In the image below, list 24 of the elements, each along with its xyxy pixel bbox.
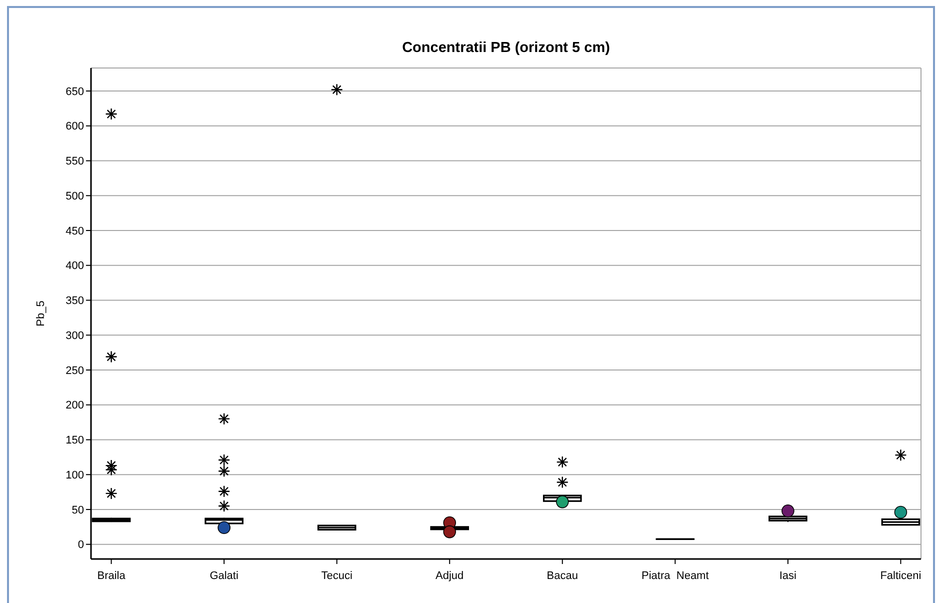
y-tick-label: 400	[66, 260, 84, 272]
y-tick-label: 650	[66, 86, 84, 98]
y-tick-label: 100	[66, 469, 84, 482]
y-tick-label: 500	[66, 190, 84, 202]
y-tick-label: 550	[66, 156, 84, 168]
y-tick-label: 200	[66, 400, 84, 412]
x-tick-label: Braila	[97, 570, 126, 582]
y-tick-label: 450	[66, 225, 84, 238]
x-tick-label: Adjud	[436, 570, 464, 582]
y-axis-title: Pb_5	[35, 300, 47, 326]
y-tick-label: 300	[66, 330, 84, 342]
x-tick-label: Galati	[210, 570, 238, 582]
y-tick-label: 50	[72, 504, 84, 516]
y-tick-label: 250	[66, 364, 84, 377]
x-tick-label: Iasi	[779, 570, 796, 582]
chart-title: Concentratii PB (orizont 5 cm)	[402, 40, 610, 56]
x-tick-label: Tecuci	[321, 570, 352, 582]
x-tick-label: Bacau	[546, 570, 578, 582]
x-tick-label: Piatra Neamt	[642, 570, 709, 582]
x-tick-label: Falticeni	[880, 570, 922, 582]
y-tick-label: 0	[78, 539, 84, 552]
y-tick-label: 600	[66, 120, 84, 133]
y-tick-label: 150	[66, 434, 84, 447]
y-tick-label: 350	[66, 295, 84, 308]
